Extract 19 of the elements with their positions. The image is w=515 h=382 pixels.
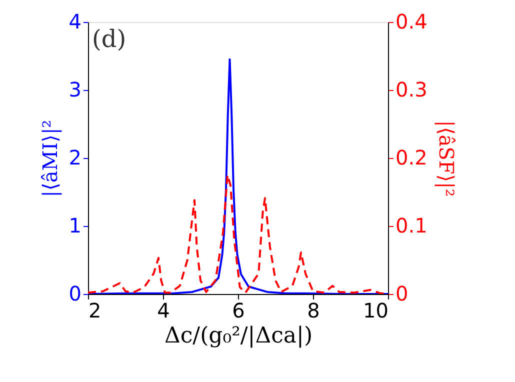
- y-axis-title: |⟨âMI⟩|²: [38, 120, 62, 198]
- y2-tick-label: 0.2: [396, 146, 428, 170]
- y2-axis-title: |⟨âSF⟩|²: [434, 120, 458, 197]
- y-tick-label: 4: [68, 10, 82, 34]
- x-tick-label: 4: [157, 298, 170, 322]
- x-tick-label: 6: [232, 298, 245, 322]
- annotation: (d): [92, 25, 126, 53]
- y2-tick-label: 0.3: [396, 78, 428, 102]
- y2-tick-label: 0: [396, 282, 408, 306]
- y-tick-label: 0: [68, 282, 82, 306]
- y2-tick-label: 0.4: [396, 10, 428, 34]
- y2-tick-label: 0.1: [396, 214, 428, 238]
- x-tick-label: 10: [363, 298, 388, 322]
- y-tick-label: 3: [68, 78, 82, 102]
- y-tick-label: 1: [68, 214, 82, 238]
- x-axis-title: Δc/(g₀²/|Δca|): [164, 324, 313, 348]
- x-tick-label: 2: [88, 298, 102, 322]
- y-tick-label: 2: [68, 146, 82, 170]
- x-tick-label: 8: [307, 298, 320, 322]
